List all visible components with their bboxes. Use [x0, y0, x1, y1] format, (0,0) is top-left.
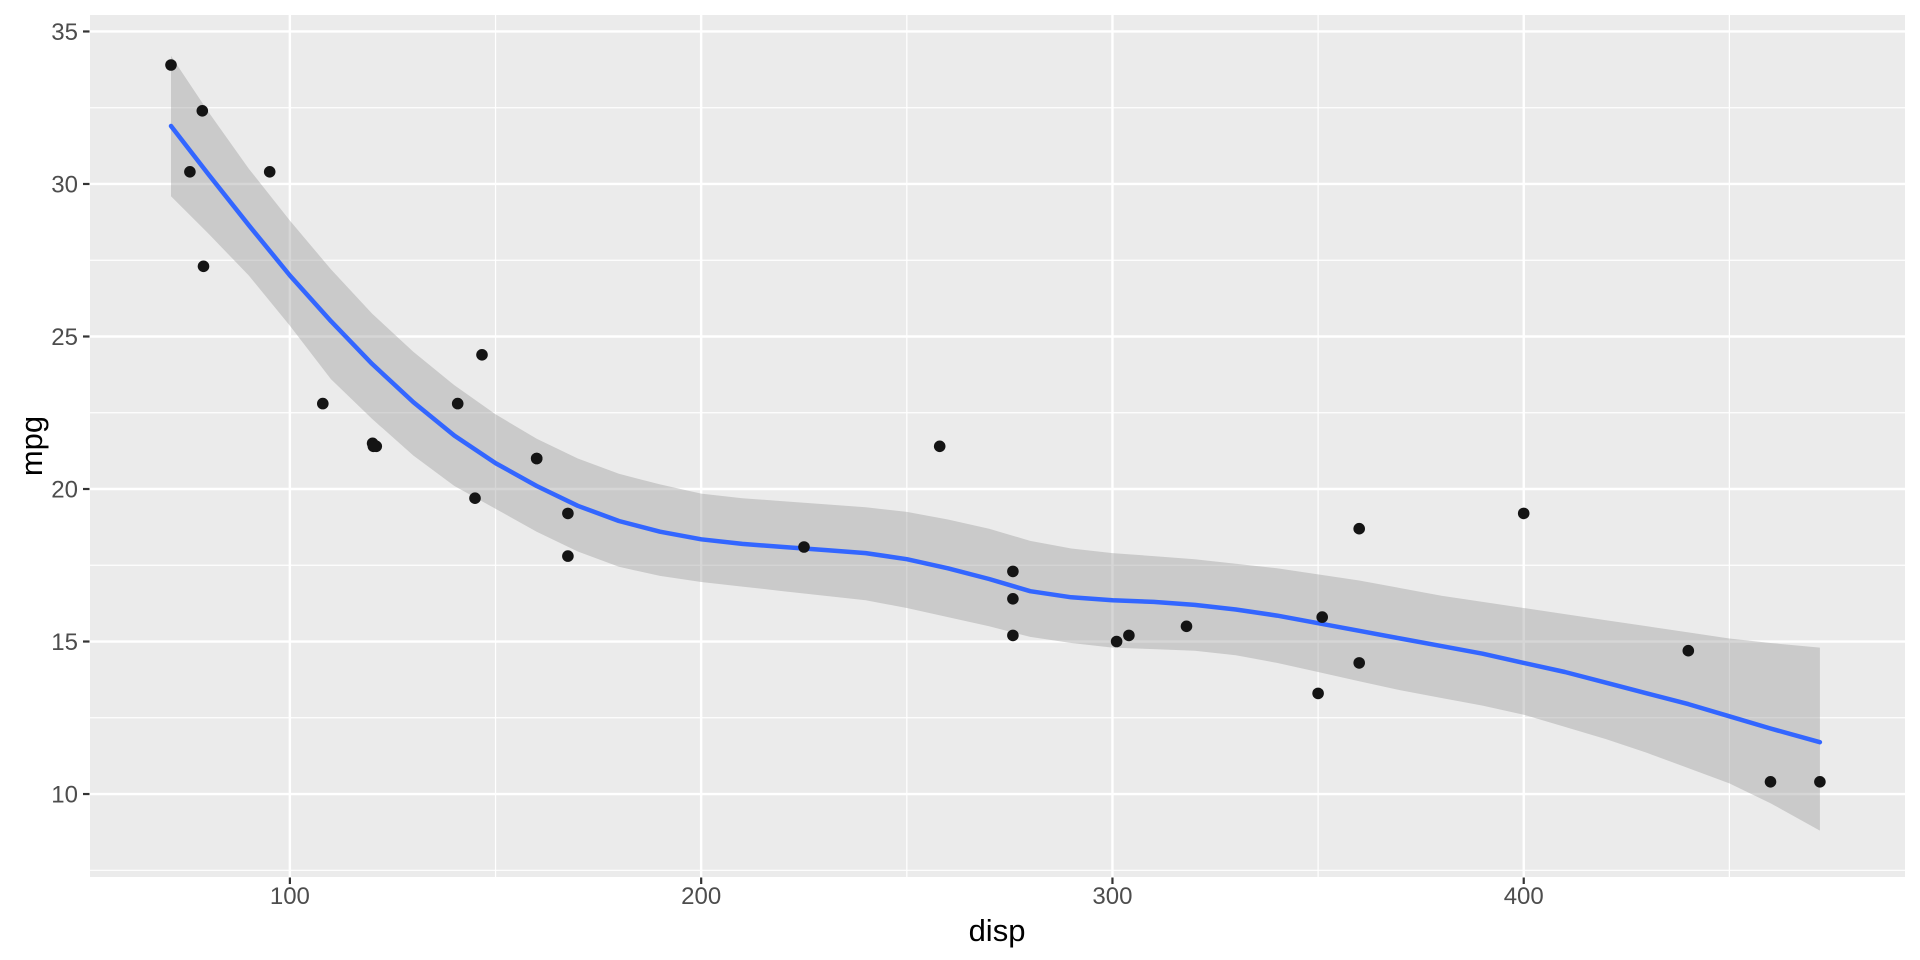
data-point: [1312, 687, 1324, 700]
data-point: [562, 507, 574, 520]
y-axis-title: mpg: [14, 416, 49, 476]
loess-smooth-line: [168, 123, 1823, 745]
x-tick-label: 400: [1504, 883, 1544, 910]
y-tick-label: 35: [51, 19, 78, 46]
data-point: [1007, 565, 1019, 578]
data-point: [476, 349, 488, 361]
data-point: [1517, 507, 1530, 520]
data-point: [469, 492, 481, 505]
y-tick-label: 10: [51, 782, 78, 809]
data-point: [1316, 611, 1328, 623]
data-point: [197, 260, 210, 273]
x-tick-label: 200: [681, 883, 721, 910]
y-tick-label: 30: [51, 171, 78, 198]
data-point: [165, 59, 177, 71]
data-point: [263, 166, 276, 178]
y-axis-ticks: 10 15 20 25 30 35: [51, 19, 90, 809]
data-point: [1814, 776, 1826, 788]
data-point: [530, 452, 543, 465]
x-axis-ticks: 100 200 300 400: [270, 877, 1544, 910]
x-tick-label: 300: [1092, 883, 1132, 910]
data-point: [798, 541, 810, 553]
y-tick-label: 15: [51, 629, 78, 656]
plot-panel: [90, 15, 1905, 877]
data-point: [1123, 629, 1135, 642]
data-point: [196, 105, 209, 117]
data-point: [1007, 593, 1019, 605]
data-point: [1764, 776, 1777, 788]
data-point: [1180, 620, 1193, 633]
confidence-ribbon: [171, 55, 1820, 831]
minor-gridlines: [90, 15, 1905, 877]
data-point: [451, 397, 464, 410]
data-point: [562, 550, 574, 562]
x-axis-title: disp: [969, 913, 1026, 948]
data-point: [1353, 657, 1365, 669]
data-point: [1110, 635, 1123, 648]
data-point: [933, 440, 946, 453]
data-points: [165, 59, 1826, 788]
data-point: [317, 397, 329, 410]
data-point: [1007, 629, 1019, 642]
data-point: [1353, 522, 1365, 535]
major-gridlines: [90, 15, 1905, 877]
data-point: [184, 166, 196, 178]
data-point: [370, 440, 383, 453]
x-tick-label: 100: [270, 883, 310, 910]
data-point: [1682, 644, 1695, 657]
y-tick-label: 25: [51, 324, 78, 351]
y-tick-label: 20: [51, 477, 78, 504]
